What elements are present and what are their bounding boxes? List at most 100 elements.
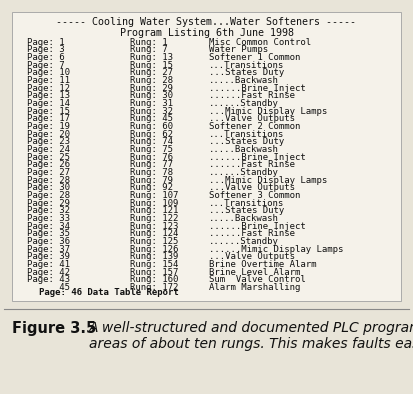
Text: Rung: 45: Rung: 45 — [130, 114, 173, 123]
Text: Rung: 172: Rung: 172 — [130, 283, 178, 292]
Text: Page: 23: Page: 23 — [27, 138, 70, 147]
Text: ...Transitions: ...Transitions — [209, 61, 284, 70]
Text: .....Backwash: .....Backwash — [209, 76, 278, 85]
Text: Water Pumps: Water Pumps — [209, 45, 268, 54]
Text: ...Transitions: ...Transitions — [209, 130, 284, 139]
Text: ......Brine Inject: ......Brine Inject — [209, 222, 305, 231]
Text: Page: 37: Page: 37 — [27, 245, 70, 254]
Text: ......Standby: ......Standby — [209, 99, 278, 108]
Text: Page: 24: Page: 24 — [27, 145, 70, 154]
Text: Page: 34: Page: 34 — [27, 222, 70, 231]
Text: Softener 1 Common: Softener 1 Common — [209, 53, 300, 62]
Text: Rung: 92: Rung: 92 — [130, 183, 173, 192]
Text: Sum  Valve Control: Sum Valve Control — [209, 275, 305, 284]
Text: Page: 13: Page: 13 — [27, 91, 70, 100]
Text: Page: 7: Page: 7 — [27, 61, 64, 70]
Text: Program Listing 6th June 1998: Program Listing 6th June 1998 — [119, 28, 294, 38]
Text: Page: 1: Page: 1 — [27, 38, 64, 46]
FancyBboxPatch shape — [12, 12, 401, 301]
Text: Page: 26: Page: 26 — [27, 160, 70, 169]
Text: Rung: 29: Rung: 29 — [130, 84, 173, 93]
Text: ...Valve Outputs: ...Valve Outputs — [209, 253, 294, 262]
Text: Rung: 126: Rung: 126 — [130, 245, 178, 254]
Text: Brine Level Alarm: Brine Level Alarm — [209, 268, 300, 277]
Text: Alarm Marshalling: Alarm Marshalling — [209, 283, 300, 292]
Text: Page: 32: Page: 32 — [27, 206, 70, 216]
Text: Rung: 123: Rung: 123 — [130, 222, 178, 231]
Text: Page: 28: Page: 28 — [27, 176, 70, 185]
Text: Rung: 31: Rung: 31 — [130, 99, 173, 108]
Text: Softener 2 Common: Softener 2 Common — [209, 122, 300, 131]
Text: Rung: 13: Rung: 13 — [130, 53, 173, 62]
Text: Page: 14: Page: 14 — [27, 99, 70, 108]
Text: Rung: 109: Rung: 109 — [130, 199, 178, 208]
Text: Page: 41: Page: 41 — [27, 260, 70, 269]
Text: Rung: 121: Rung: 121 — [130, 206, 178, 216]
Text: Rung: 122: Rung: 122 — [130, 214, 178, 223]
Text: Page: 17: Page: 17 — [27, 114, 70, 123]
Text: ...States Duty: ...States Duty — [209, 206, 284, 216]
Text: Page: 35: Page: 35 — [27, 229, 70, 238]
Text: Page: 25: Page: 25 — [27, 153, 70, 162]
Text: Brine Overtime Alarm: Brine Overtime Alarm — [209, 260, 316, 269]
Text: Page: 39: Page: 39 — [27, 253, 70, 262]
Text: Page: 15: Page: 15 — [27, 107, 70, 116]
Text: A well-structured and documented PLC program split into
areas of about ten rungs: A well-structured and documented PLC pro… — [89, 321, 413, 351]
Text: ...Mimic Display Lamps: ...Mimic Display Lamps — [209, 176, 327, 185]
Text: Page: 27: Page: 27 — [27, 168, 70, 177]
Text: Page: 3: Page: 3 — [27, 45, 64, 54]
Text: Page: 6: Page: 6 — [27, 53, 64, 62]
Text: ...States Duty: ...States Duty — [209, 68, 284, 77]
Text: Page: 20: Page: 20 — [27, 130, 70, 139]
Text: Rung: 62: Rung: 62 — [130, 130, 173, 139]
Text: Figure 3.5: Figure 3.5 — [12, 321, 97, 336]
Text: Page: 11: Page: 11 — [27, 76, 70, 85]
Text: Page: 43: Page: 43 — [27, 275, 70, 284]
Text: ...States Duty: ...States Duty — [209, 138, 284, 147]
Text: ......Fast Rinse: ......Fast Rinse — [209, 229, 294, 238]
Text: Rung: 107: Rung: 107 — [130, 191, 178, 200]
Text: Rung: 124: Rung: 124 — [130, 229, 178, 238]
Text: Page: 30: Page: 30 — [27, 183, 70, 192]
Text: ......Brine Inject: ......Brine Inject — [209, 84, 305, 93]
Text: Rung: 79: Rung: 79 — [130, 176, 173, 185]
Text: ...Mimic Display Lamps: ...Mimic Display Lamps — [209, 107, 327, 116]
Text: ----- Cooling Water System...Water Softeners -----: ----- Cooling Water System...Water Softe… — [57, 17, 356, 27]
Text: Rung: 139: Rung: 139 — [130, 253, 178, 262]
Text: ......Brine Inject: ......Brine Inject — [209, 153, 305, 162]
Text: Misc Common Control: Misc Common Control — [209, 38, 311, 46]
Text: Rung: 60: Rung: 60 — [130, 122, 173, 131]
Text: ......Fast Rinse: ......Fast Rinse — [209, 91, 294, 100]
Text: ......Fast Rinse: ......Fast Rinse — [209, 160, 294, 169]
Text: 45: 45 — [27, 283, 70, 292]
Text: Rung: 74: Rung: 74 — [130, 138, 173, 147]
Text: Rung: 15: Rung: 15 — [130, 61, 173, 70]
Text: .....Backwash: .....Backwash — [209, 214, 278, 223]
Text: Page: 19: Page: 19 — [27, 122, 70, 131]
Text: ......Mimic Display Lamps: ......Mimic Display Lamps — [209, 245, 343, 254]
Text: ...Transitions: ...Transitions — [209, 199, 284, 208]
Text: Page: 29: Page: 29 — [27, 199, 70, 208]
Text: Rung: 157: Rung: 157 — [130, 268, 178, 277]
Text: Rung: 78: Rung: 78 — [130, 168, 173, 177]
Text: Rung: 160: Rung: 160 — [130, 275, 178, 284]
Text: ......Standby: ......Standby — [209, 168, 278, 177]
Text: Page: 42: Page: 42 — [27, 268, 70, 277]
Text: Page: 12: Page: 12 — [27, 84, 70, 93]
Text: Rung: 76: Rung: 76 — [130, 153, 173, 162]
Text: Page: 33: Page: 33 — [27, 214, 70, 223]
Text: Page: 28: Page: 28 — [27, 191, 70, 200]
Text: Rung: 77: Rung: 77 — [130, 160, 173, 169]
Text: Softener 3 Common: Softener 3 Common — [209, 191, 300, 200]
Text: Rung: 154: Rung: 154 — [130, 260, 178, 269]
Text: .....Backwash: .....Backwash — [209, 145, 278, 154]
Text: Rung: 30: Rung: 30 — [130, 91, 173, 100]
Text: ...Valve Outputs: ...Valve Outputs — [209, 183, 294, 192]
Text: Page: 46 Data Table Report: Page: 46 Data Table Report — [39, 288, 179, 297]
Text: Page: 10: Page: 10 — [27, 68, 70, 77]
Text: ...Valve Outputs: ...Valve Outputs — [209, 114, 294, 123]
Text: Rung: 7: Rung: 7 — [130, 45, 168, 54]
Text: Rung: 75: Rung: 75 — [130, 145, 173, 154]
Text: Rung: 125: Rung: 125 — [130, 237, 178, 246]
Text: Page: 36: Page: 36 — [27, 237, 70, 246]
